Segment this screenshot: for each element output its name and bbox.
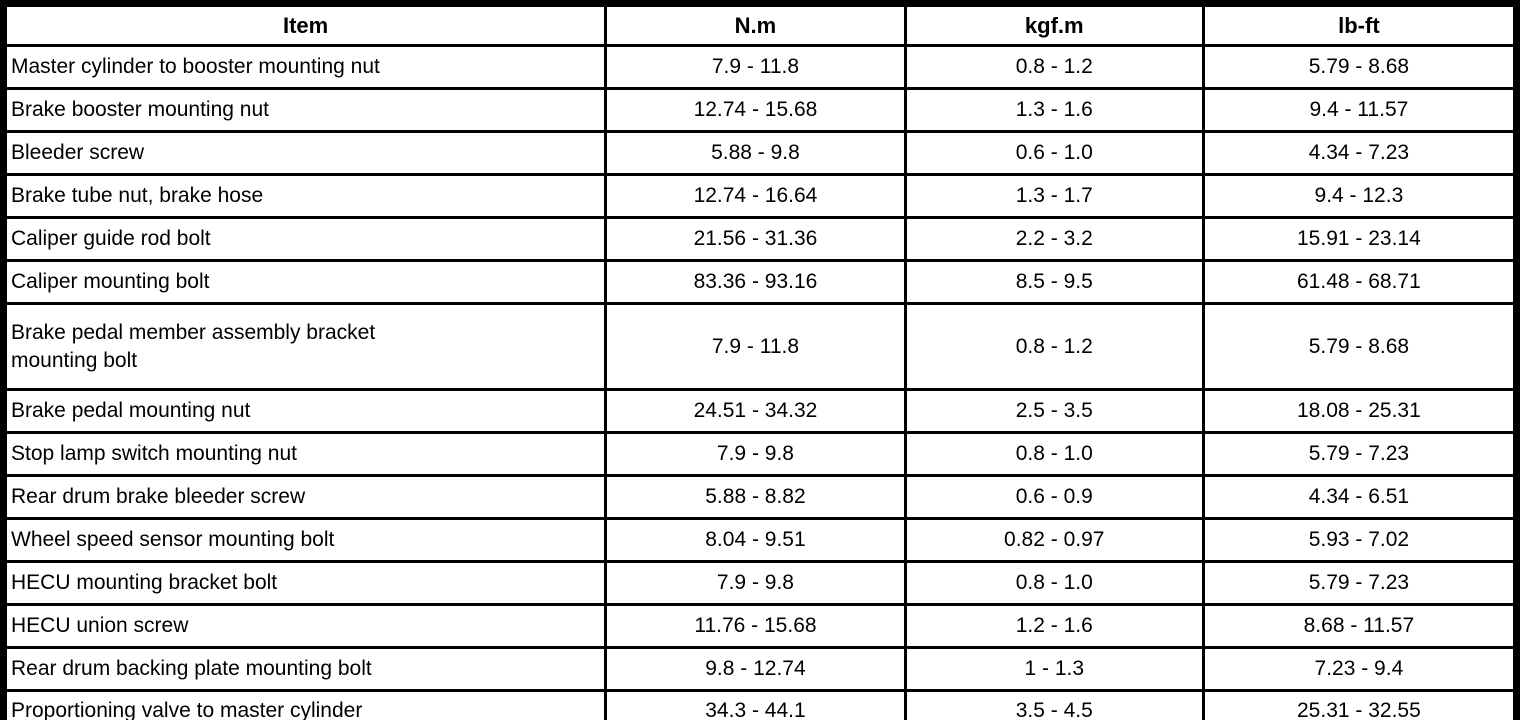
item-cell: Brake pedal mounting nut	[1, 388, 608, 434]
nm-cell: 7.9 - 11.8	[604, 44, 907, 90]
item-cell: Master cylinder to booster mounting nut	[1, 44, 608, 90]
lbft-cell: 9.4 - 12.3	[1201, 173, 1519, 219]
table-row: HECU mounting bracket bolt 7.9 - 9.8 0.8 -…	[1, 560, 1519, 606]
item-cell: Caliper mounting bolt	[1, 259, 608, 305]
kgfm-cell: 1.2 - 1.6	[903, 603, 1205, 649]
lbft-cell: 4.34 - 7.23	[1201, 130, 1519, 176]
lbft-cell: 5.79 - 8.68	[1201, 302, 1519, 391]
kgfm-cell: 0.8 - 1.0	[903, 560, 1205, 606]
table-row: Rear drum brake bleeder screw 5.88 - 8.82…	[1, 474, 1519, 520]
nm-cell: 83.36 - 93.16	[604, 259, 907, 305]
kgfm-cell: 0.8 - 1.2	[903, 44, 1205, 90]
column-header-nm: N.m	[604, 2, 907, 47]
kgfm-cell: 0.8 - 1.0	[903, 431, 1205, 477]
table-row: Caliper guide rod bolt 21.56 - 31.36 2.2 -…	[1, 216, 1519, 262]
lbft-cell: 5.79 - 7.23	[1201, 560, 1519, 606]
lbft-cell: 25.31 - 32.55	[1201, 689, 1519, 720]
nm-cell: 24.51 - 34.32	[604, 388, 907, 434]
column-header-lbft: lb-ft	[1201, 2, 1519, 47]
lbft-cell: 5.79 - 8.68	[1201, 44, 1519, 90]
nm-cell: 21.56 - 31.36	[604, 216, 907, 262]
kgfm-cell: 0.8 - 1.2	[903, 302, 1205, 391]
item-cell: Rear drum brake bleeder screw	[1, 474, 608, 520]
kgfm-cell: 0.6 - 1.0	[903, 130, 1205, 176]
nm-cell: 12.74 - 15.68	[604, 87, 907, 133]
lbft-cell: 61.48 - 68.71	[1201, 259, 1519, 305]
item-cell: Brake pedal member assembly bracket moun…	[1, 302, 608, 391]
kgfm-cell: 8.5 - 9.5	[903, 259, 1205, 305]
column-header-item: Item	[1, 2, 608, 47]
lbft-cell: 18.08 - 25.31	[1201, 388, 1519, 434]
item-cell: Brake tube nut, brake hose	[1, 173, 608, 219]
lbft-cell: 8.68 - 11.57	[1201, 603, 1519, 649]
lbft-cell: 5.93 - 7.02	[1201, 517, 1519, 563]
item-cell: HECU union screw	[1, 603, 608, 649]
item-cell: Bleeder screw	[1, 130, 608, 176]
table-row: Wheel speed sensor mounting bolt 8.04 - 9…	[1, 517, 1519, 563]
table-row: Bleeder screw 5.88 - 9.8 0.6 - 1.0 4.34 - 7…	[1, 130, 1519, 176]
lbft-cell: 9.4 - 11.57	[1201, 87, 1519, 133]
lbft-cell: 4.34 - 6.51	[1201, 474, 1519, 520]
kgfm-cell: 1 - 1.3	[903, 646, 1205, 692]
nm-cell: 5.88 - 9.8	[604, 130, 907, 176]
nm-cell: 5.88 - 8.82	[604, 474, 907, 520]
kgfm-cell: 2.5 - 3.5	[903, 388, 1205, 434]
table-row: Brake booster mounting nut 12.74 - 15.68 1…	[1, 87, 1519, 133]
nm-cell: 8.04 - 9.51	[604, 517, 907, 563]
header-row: Item N.m kgf.m lb-ft	[1, 2, 1519, 47]
item-cell: Brake booster mounting nut	[1, 87, 608, 133]
table-row: Stop lamp switch mounting nut 7.9 - 9.8 0.…	[1, 431, 1519, 477]
kgfm-cell: 0.82 - 0.97	[903, 517, 1205, 563]
table-row: Brake pedal mounting nut 24.51 - 34.32 2.5…	[1, 388, 1519, 434]
kgfm-cell: 1.3 - 1.6	[903, 87, 1205, 133]
nm-cell: 9.8 - 12.74	[604, 646, 907, 692]
kgfm-cell: 1.3 - 1.7	[903, 173, 1205, 219]
torque-table-body: Master cylinder to booster mounting nut 7…	[1, 44, 1519, 720]
kgfm-cell: 3.5 - 4.5	[903, 689, 1205, 720]
item-cell: Rear drum backing plate mounting bolt	[1, 646, 608, 692]
table-row: Proportioning valve to master cylinder 34…	[1, 689, 1519, 720]
item-cell: HECU mounting bracket bolt	[1, 560, 608, 606]
item-cell: Proportioning valve to master cylinder	[1, 689, 608, 720]
table-row: Brake tube nut, brake hose 12.74 - 16.64 1…	[1, 173, 1519, 219]
lbft-cell: 5.79 - 7.23	[1201, 431, 1519, 477]
table-row: HECU union screw 11.76 - 15.68 1.2 - 1.6 8.…	[1, 603, 1519, 649]
column-header-kgfm: kgf.m	[903, 2, 1205, 47]
nm-cell: 7.9 - 11.8	[604, 302, 907, 391]
item-cell: Stop lamp switch mounting nut	[1, 431, 608, 477]
lbft-cell: 7.23 - 9.4	[1201, 646, 1519, 692]
nm-cell: 7.9 - 9.8	[604, 560, 907, 606]
table-row: Rear drum backing plate mounting bolt 9.8…	[1, 646, 1519, 692]
nm-cell: 7.9 - 9.8	[604, 431, 907, 477]
nm-cell: 34.3 - 44.1	[604, 689, 907, 720]
table-row: Caliper mounting bolt 83.36 - 93.16 8.5 - …	[1, 259, 1519, 305]
kgfm-cell: 2.2 - 3.2	[903, 216, 1205, 262]
table-row: Brake pedal member assembly bracket moun…	[1, 302, 1519, 391]
item-cell: Caliper guide rod bolt	[1, 216, 608, 262]
kgfm-cell: 0.6 - 0.9	[903, 474, 1205, 520]
nm-cell: 12.74 - 16.64	[604, 173, 907, 219]
nm-cell: 11.76 - 15.68	[604, 603, 907, 649]
item-cell: Wheel speed sensor mounting bolt	[1, 517, 608, 563]
lbft-cell: 15.91 - 23.14	[1201, 216, 1519, 262]
table-row: Master cylinder to booster mounting nut 7…	[1, 44, 1519, 90]
